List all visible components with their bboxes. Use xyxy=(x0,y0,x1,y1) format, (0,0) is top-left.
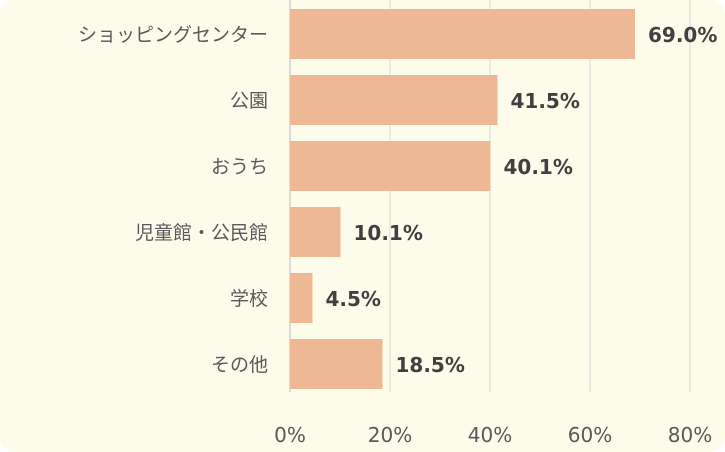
category-label-6: その他 xyxy=(211,354,268,376)
bar-5 xyxy=(290,273,313,323)
data-label-6: 18.5% xyxy=(396,353,465,377)
bar-4 xyxy=(290,207,341,257)
data-label-1: 69.0% xyxy=(648,23,717,47)
tick-label-0: 0% xyxy=(274,423,306,447)
tick-label-1: 20% xyxy=(368,423,412,447)
tick-label-4: 80% xyxy=(668,423,712,447)
bar-6 xyxy=(290,339,383,389)
data-label-4: 10.1% xyxy=(354,221,423,245)
category-label-2: 公園 xyxy=(230,90,268,112)
data-label-3: 40.1% xyxy=(504,155,573,179)
bar-2 xyxy=(290,75,498,125)
bar-3 xyxy=(290,141,491,191)
category-label-1: ショッピングセンター xyxy=(78,24,268,46)
category-label-4: 児童館・公民館 xyxy=(135,222,268,244)
category-label-3: おうち xyxy=(211,156,268,178)
data-label-2: 41.5% xyxy=(511,89,580,113)
bar-1 xyxy=(290,9,635,59)
data-label-5: 4.5% xyxy=(326,287,381,311)
tick-label-2: 40% xyxy=(468,423,512,447)
tick-label-3: 60% xyxy=(568,423,612,447)
category-label-5: 学校 xyxy=(230,288,268,310)
